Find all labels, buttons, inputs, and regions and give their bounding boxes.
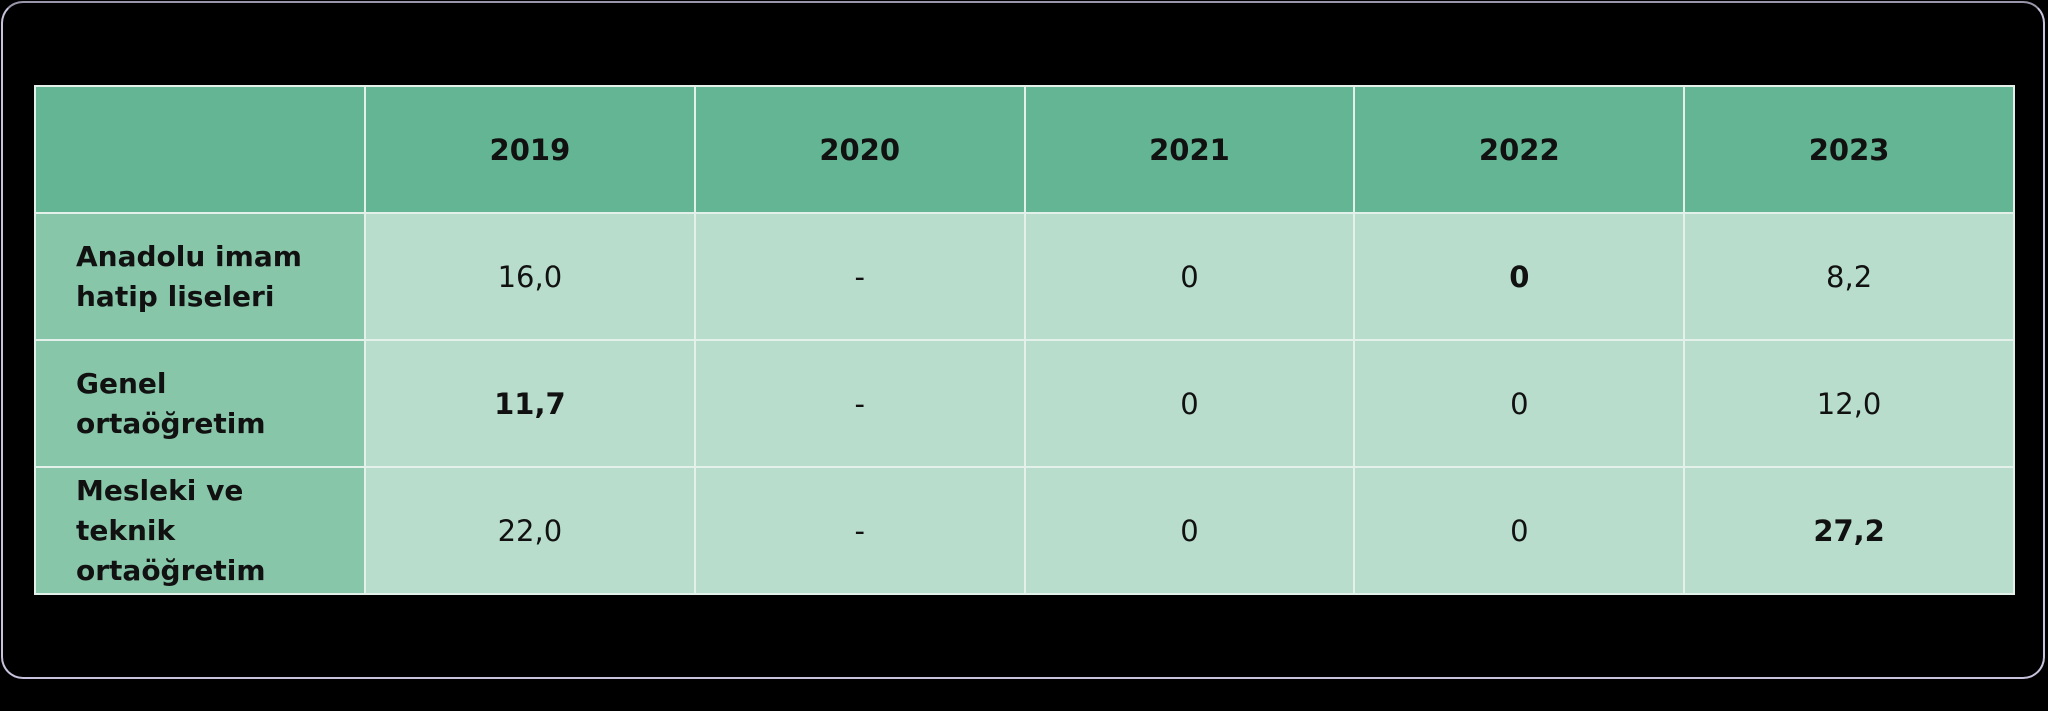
column-header: 2020 bbox=[693, 85, 1026, 214]
table-cell: 27,2 bbox=[1683, 466, 2015, 595]
table-cell: - bbox=[693, 339, 1026, 468]
table-cell: - bbox=[693, 212, 1026, 341]
row-label: Anadolu imam hatip liseleri bbox=[34, 212, 366, 341]
table-row: Genel ortaöğretim 11,7-0 0 12,0 bbox=[34, 339, 2015, 468]
column-header: 2021 bbox=[1023, 85, 1356, 214]
table-cell: 0 bbox=[1353, 212, 1686, 341]
table-cell: 8,2 bbox=[1683, 212, 2015, 341]
table-cell: 22,0 bbox=[364, 466, 696, 595]
table-row: Anadolu imam hatip liseleri 16,0-0 0 8,2 bbox=[34, 212, 2015, 341]
header-row: 2019 2020 2021 2022 2023 bbox=[34, 85, 2015, 214]
table-cell: 0 bbox=[1023, 212, 1356, 341]
table-row: Mesleki ve teknik ortaöğretim 22,0-0 0 27,2 bbox=[34, 466, 2015, 595]
corner-cell bbox=[34, 85, 366, 214]
table-cell: 0 bbox=[1023, 339, 1356, 468]
slide-frame bbox=[1, 1, 2045, 679]
data-table: 2019 2020 2021 2022 2023 Anadolu imam hatip … bbox=[34, 85, 2015, 595]
table-cell: 11,7 bbox=[364, 339, 696, 468]
table-cell: 0 bbox=[1353, 339, 1686, 468]
column-header: 2019 bbox=[364, 85, 696, 214]
row-label: Mesleki ve teknik ortaöğretim bbox=[34, 466, 366, 595]
row-label: Genel ortaöğretim bbox=[34, 339, 366, 468]
column-header: 2023 bbox=[1683, 85, 2015, 214]
table-cell: 0 bbox=[1353, 466, 1686, 595]
table-cell: 0 bbox=[1023, 466, 1356, 595]
table-cell: - bbox=[693, 466, 1026, 595]
column-header: 2022 bbox=[1353, 85, 1686, 214]
table-cell: 12,0 bbox=[1683, 339, 2015, 468]
table-cell: 16,0 bbox=[364, 212, 696, 341]
